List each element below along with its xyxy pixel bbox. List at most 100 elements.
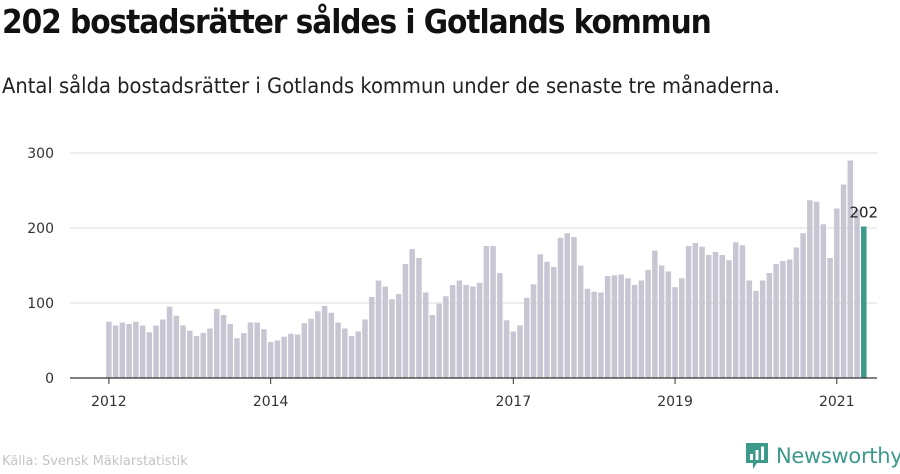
bar [443, 296, 449, 378]
bar [281, 336, 287, 378]
bar [133, 321, 139, 378]
newsworthy-logo-icon [746, 443, 768, 469]
bar [328, 312, 335, 378]
bar [517, 325, 523, 378]
bar [665, 271, 672, 378]
highlighted-bar [861, 226, 867, 378]
bar [550, 267, 557, 378]
bar [119, 322, 126, 378]
bar [362, 319, 368, 378]
bar [840, 184, 847, 378]
bar [456, 280, 463, 378]
bar [544, 261, 550, 378]
bar [449, 285, 456, 378]
bar [389, 299, 395, 378]
bar [672, 287, 678, 378]
bar [692, 243, 699, 378]
bar [685, 246, 692, 378]
bar [254, 322, 260, 378]
bar [193, 336, 200, 378]
bar [739, 245, 746, 378]
bar [180, 325, 186, 378]
bar [476, 282, 483, 378]
bar [625, 278, 631, 378]
axis-labels: 0 100 200 300 2012 2014 2017 2019 2021 202 [27, 146, 878, 410]
bar [160, 319, 166, 378]
bar [638, 280, 645, 378]
bar [530, 284, 537, 378]
bar [503, 320, 510, 378]
gridlines [70, 152, 877, 304]
x-tick-label: 2012 [91, 394, 127, 410]
bar [402, 264, 409, 378]
bar [335, 322, 341, 378]
bar [732, 242, 739, 378]
y-tick-label: 300 [27, 146, 54, 162]
x-tick-label: 2021 [819, 394, 855, 410]
bar [807, 200, 813, 378]
bars [106, 160, 867, 378]
source-note: Källa: Svensk Mäklarstatistik [2, 454, 188, 469]
bar [483, 246, 490, 378]
bar [126, 324, 132, 378]
bar [591, 291, 597, 378]
bar [220, 315, 227, 378]
brand-logo: Newsworthy [744, 440, 900, 472]
bar [146, 332, 153, 378]
bar [497, 273, 503, 378]
bar [834, 208, 840, 378]
bar [793, 247, 800, 378]
bar [294, 334, 301, 378]
bar [375, 280, 382, 378]
bar [490, 246, 496, 378]
bar [261, 329, 267, 378]
bar [234, 338, 240, 378]
bar [200, 333, 207, 378]
bar [813, 201, 820, 378]
bar [652, 250, 658, 378]
bar [139, 325, 146, 378]
bar [773, 264, 779, 378]
bar [658, 265, 665, 378]
chart-title: 202 bostadsrätter såldes i Gotlands komm… [2, 2, 712, 41]
bar [598, 292, 604, 378]
bar [827, 258, 833, 378]
x-tick-label: 2019 [657, 394, 693, 410]
bar [422, 292, 429, 378]
bar [240, 333, 247, 378]
bar-chart: 0 100 200 300 2012 2014 2017 2019 2021 202 [27, 146, 878, 410]
bar [746, 280, 752, 378]
chart-subtitle: Antal sålda bostadsrätter i Gotlands kom… [2, 74, 781, 98]
bar [315, 311, 321, 378]
highlight-value-label: 202 [849, 204, 878, 222]
bar [753, 291, 759, 378]
bar [436, 303, 442, 378]
bar [342, 328, 348, 378]
y-tick-label: 200 [27, 221, 54, 237]
bar [706, 255, 712, 378]
bar [577, 265, 584, 378]
bar [207, 328, 213, 378]
bar [153, 325, 159, 378]
bar [409, 249, 415, 378]
bar [369, 297, 375, 378]
bar [820, 224, 827, 378]
bar [301, 323, 308, 378]
brand-name: Newsworthy [776, 444, 900, 468]
bar [564, 233, 570, 378]
bar [429, 315, 436, 378]
bar [699, 246, 705, 378]
bar [463, 285, 469, 378]
bar [274, 340, 281, 378]
bar [557, 237, 564, 378]
bar [780, 261, 786, 378]
bar [631, 285, 638, 378]
y-tick-label: 100 [27, 296, 54, 312]
bar [786, 259, 793, 378]
bar [537, 254, 544, 378]
bar [106, 321, 112, 378]
y-tick-label: 0 [45, 371, 54, 387]
bar [227, 324, 233, 378]
bar [618, 274, 624, 378]
bar [604, 276, 611, 378]
